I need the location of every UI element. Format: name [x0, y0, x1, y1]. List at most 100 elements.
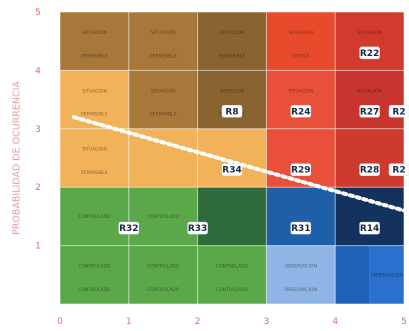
y-axis-label: PROBABILIDAD DE OCURRENCIA — [12, 81, 23, 235]
risk-label-box — [359, 105, 380, 118]
grid-lines — [59, 11, 405, 305]
matrix-cell-fill — [197, 128, 267, 188]
matrix-cell-fill — [128, 187, 198, 246]
matrix-cell: OBSERVACION OBSERVACION — [266, 245, 336, 304]
risk-label-text: R27 — [360, 107, 379, 117]
y-tick-label: 2 — [35, 183, 41, 193]
matrix-cell-fill — [197, 187, 267, 246]
risk-label-box — [187, 221, 208, 235]
matrix-cell-text: PERMISIBLE — [81, 112, 108, 118]
matrix-cell-fill — [369, 245, 404, 304]
matrix-cell-fill — [266, 70, 336, 129]
risk-label-box — [290, 163, 312, 176]
risk-label-text: R33 — [188, 224, 207, 234]
matrix-cell-fill — [197, 70, 267, 129]
risk-label-r28: R28 — [359, 163, 380, 176]
risk-labels: R22 R8 R24 R27 R2 R34 R29 R28 R2 R32 R33 R31 R14 — [118, 46, 409, 235]
y-tick-label: 4 — [35, 66, 41, 76]
matrix-cell-text: SITUACION — [357, 30, 382, 36]
y-axis-ticks: 1 2 3 4 5 — [35, 8, 41, 252]
risk-label-r22: R22 — [359, 46, 380, 60]
matrix-cell-text: PERMISIBLE — [81, 170, 108, 176]
matrix-cell-fill — [197, 12, 267, 71]
risk-label-r29: R29 — [290, 163, 312, 176]
x-tick-label: 5 — [401, 317, 407, 327]
risk-label-text: R29 — [291, 166, 310, 176]
matrix-cell: SITUACION CRITICA — [266, 12, 336, 71]
risk-label-r24: R24 — [290, 105, 312, 118]
risk-label-box — [388, 105, 409, 118]
matrix-cell-text: SITUACION — [357, 88, 382, 94]
risk-label-box — [388, 163, 409, 176]
matrix-cell-fill — [128, 12, 198, 71]
matrix-cell-fill — [60, 245, 129, 304]
matrix-cell-text: SITUACION — [82, 147, 107, 153]
x-tick-label: 2 — [195, 317, 201, 327]
matrix-cell-text: SITUACION — [151, 30, 176, 36]
matrix-cell-fill — [335, 12, 404, 71]
matrix-cell-text: SITUACION — [288, 30, 313, 36]
matrix-cell-fill — [266, 128, 336, 188]
risk-label-text: R2 — [392, 107, 405, 117]
matrix-cell-text: CRITICA — [292, 53, 311, 59]
risk-label-text: R8 — [225, 107, 238, 117]
matrix-cell-text: SITUACION — [288, 88, 313, 94]
matrix-cell-fill — [60, 187, 129, 246]
risk-label-text: R2 — [392, 166, 405, 176]
matrix-cell: SITUACION PERMISIBLE — [128, 70, 198, 129]
matrix-cell-text: SITUACION — [151, 88, 176, 94]
matrix-cell: CONTROLADO — [128, 187, 198, 246]
matrix-cell-fill — [60, 128, 129, 188]
matrix-cell-fill — [335, 70, 404, 129]
matrix-cell-fill — [60, 12, 129, 71]
matrix-cell: CONTROLADO CONTROLADO — [128, 245, 198, 304]
risk-label-box — [290, 221, 312, 235]
matrix-cell-text: SITUACION — [82, 30, 107, 36]
matrix-cell — [197, 187, 267, 246]
matrix-cell-fill — [266, 187, 336, 246]
matrix-cell-fill — [128, 70, 198, 129]
x-tick-label: 1 — [126, 317, 132, 327]
matrix-cell — [197, 128, 267, 188]
risk-label-box — [290, 105, 312, 118]
matrix-cell-text: PERMISIBLE — [81, 53, 108, 59]
matrix-cell-fill — [197, 245, 267, 304]
risk-label-text: R24 — [291, 107, 310, 117]
matrix-cell-text: OBSERVACION — [371, 272, 403, 278]
matrix-cell-text: OBSERVACION — [285, 264, 317, 270]
matrix-cell-text: CONTROLADO — [147, 264, 180, 270]
matrix-cell: OBSERVACION — [369, 245, 404, 304]
matrix-cell-fill — [335, 245, 370, 304]
matrix-cell: SITUACION PERMISIBLE — [60, 12, 129, 71]
risk-label-r31: R31 — [290, 221, 312, 235]
matrix-cell-fill — [266, 245, 336, 304]
matrix-cell-fill — [60, 70, 129, 129]
matrix-cell-fill — [335, 187, 404, 246]
matrix-cell-text: PERMISIBLE — [150, 112, 177, 118]
matrix-cell-text: CONTROLADO — [147, 287, 180, 293]
matrix-cell: CONTROLADO CONTROLADO — [197, 245, 267, 304]
y-tick-label: 1 — [35, 242, 41, 252]
matrix-cell-text: CONTROLADO — [147, 214, 180, 220]
matrix-cell: CONTROLADO CONTROLADO — [60, 245, 129, 304]
matrix-cell — [266, 187, 336, 246]
matrix-cell-fill — [335, 128, 404, 188]
matrix-cell-fill — [128, 128, 198, 188]
risk-label-r34: R34 — [221, 163, 243, 176]
matrix-cell — [335, 128, 404, 188]
matrix-cell-text: CONTROLADO — [216, 287, 249, 293]
matrix-cell-fill — [128, 245, 198, 304]
risk-label-text: R34 — [222, 166, 241, 176]
matrix-cell-text: SITUACION — [220, 88, 245, 94]
matrix-cells: SITUACION PERMISIBLE SITUACION PERMISIBLE SI… — [60, 12, 404, 304]
matrix-cell-text: CONTROLADO — [216, 264, 249, 270]
y-tick-label: 5 — [35, 8, 41, 18]
